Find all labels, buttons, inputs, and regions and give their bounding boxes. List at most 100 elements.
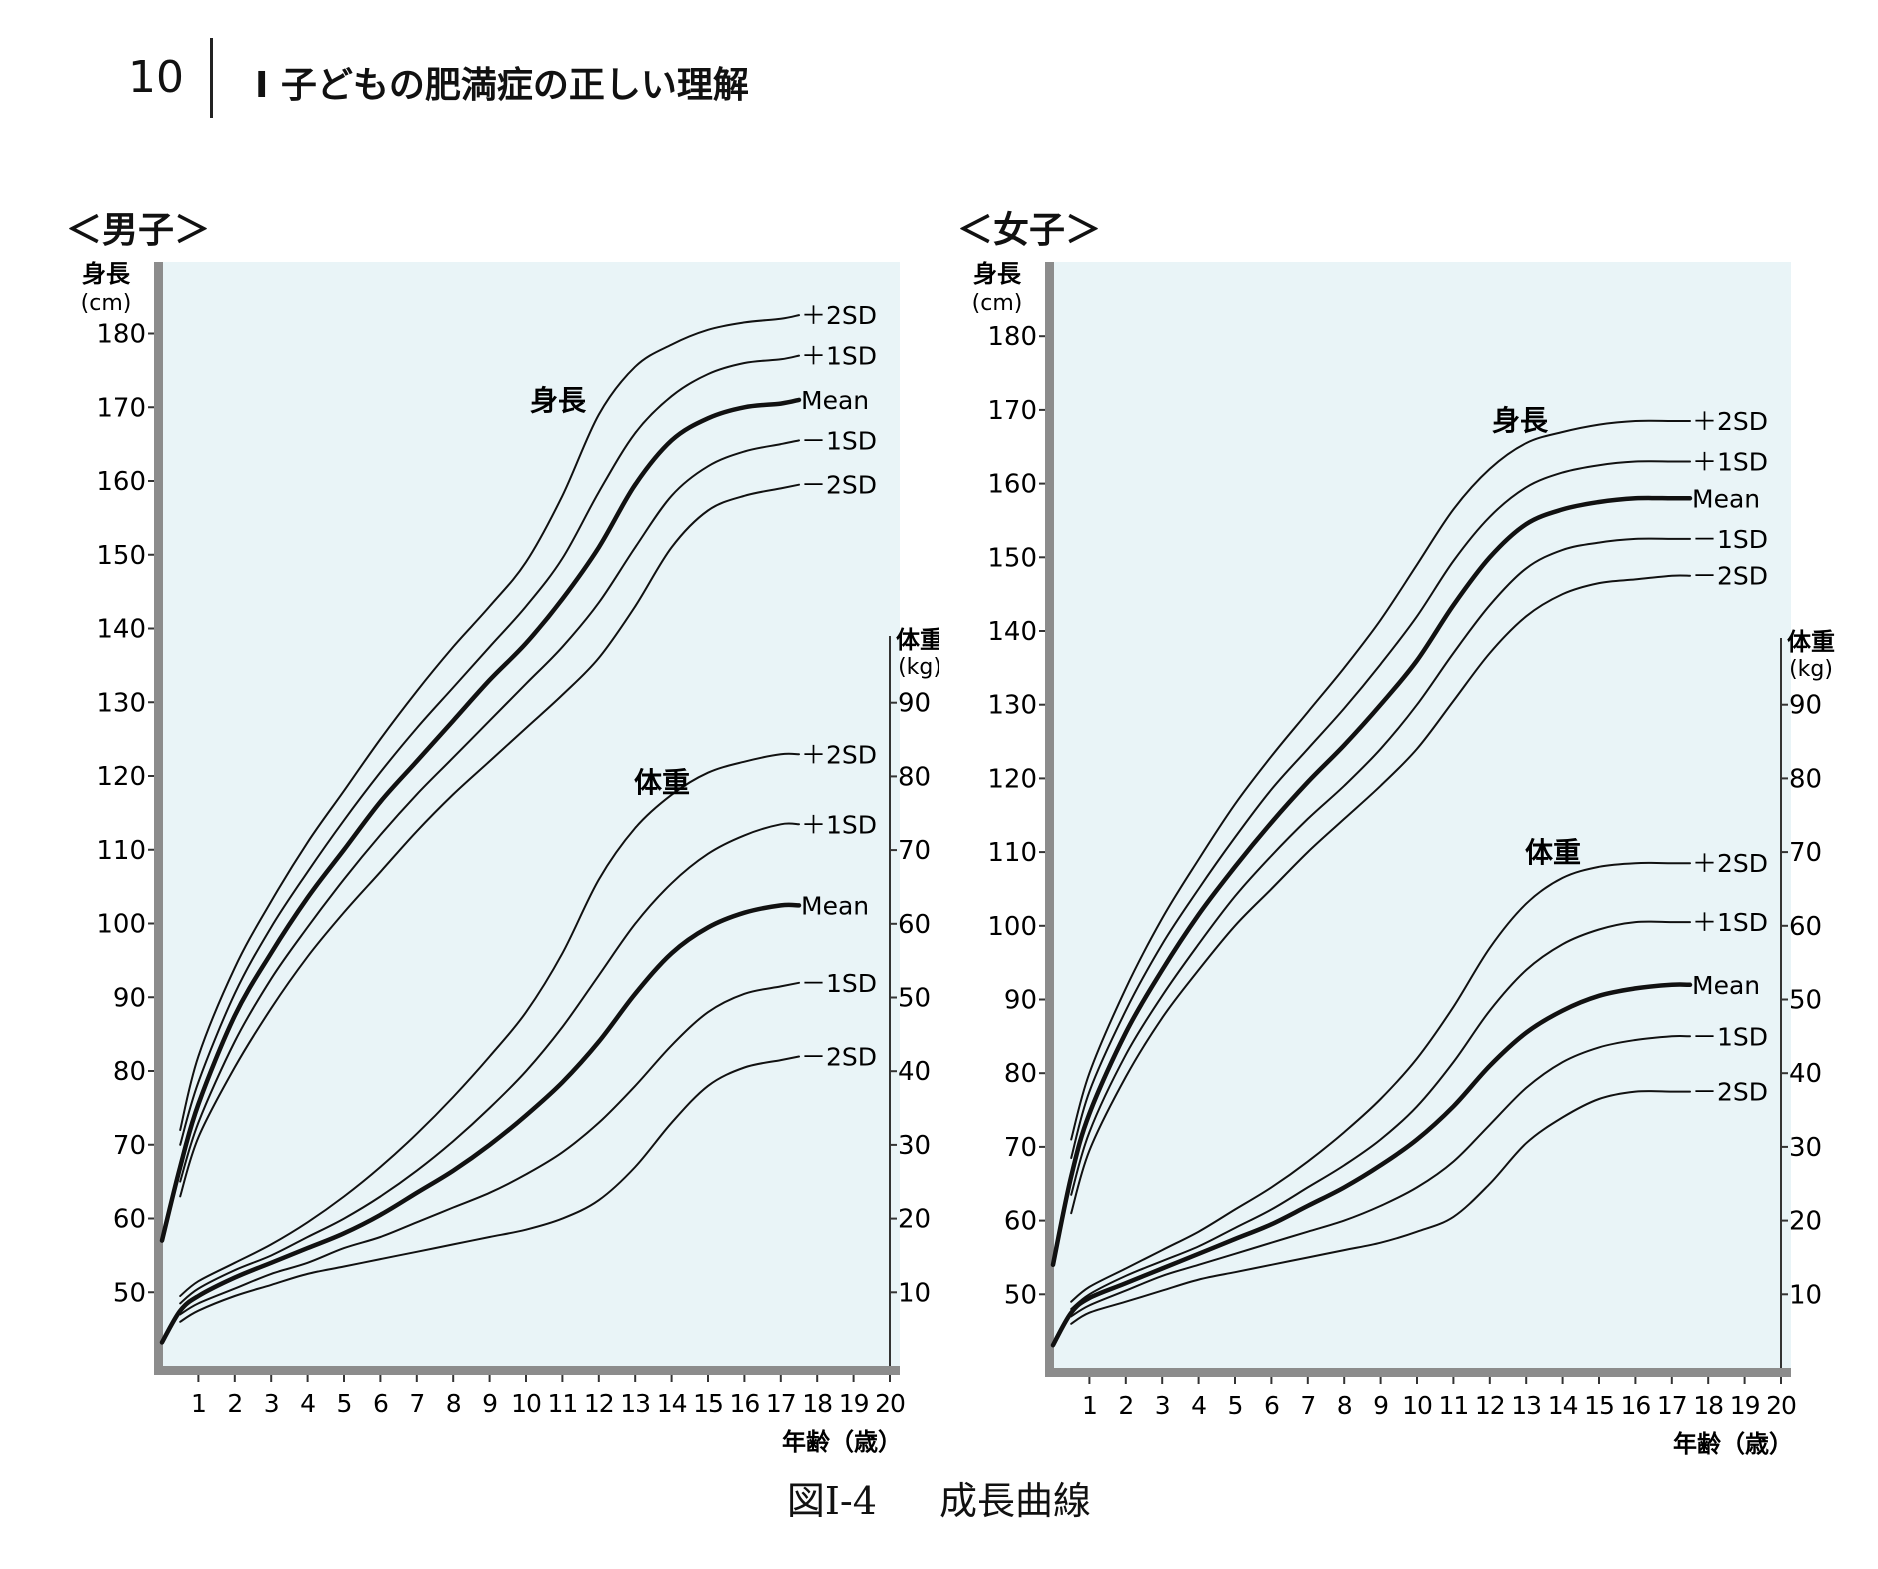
height-tick-label: 70 xyxy=(113,1131,146,1161)
age-axis-label: 年齢（歳） xyxy=(1673,1430,1793,1458)
weight-curve-label: Mean xyxy=(1692,971,1760,1000)
weight-tick-label: 50 xyxy=(1789,986,1822,1016)
height-tick-label: 80 xyxy=(113,1057,146,1087)
age-tick-label: 13 xyxy=(620,1389,650,1418)
weight-tick-label: 70 xyxy=(898,836,931,866)
height-axis-unit: (cm) xyxy=(972,291,1023,316)
age-tick-label: 18 xyxy=(802,1389,832,1418)
weight-curve-minus1sd xyxy=(179,981,800,1316)
height-curve-label: ＋1SD xyxy=(801,342,877,371)
age-tick-label: 12 xyxy=(584,1389,614,1418)
age-tick-label: 16 xyxy=(1620,1391,1650,1420)
weight-tick-label: 90 xyxy=(898,689,931,719)
figure-caption: 図Ⅰ-4 成長曲線 xyxy=(0,1470,1878,1525)
weight-curve-label: Mean xyxy=(801,891,869,920)
height-tick-label: 50 xyxy=(113,1278,146,1308)
age-tick-label: 15 xyxy=(1584,1391,1614,1420)
weight-curve-mean xyxy=(159,902,802,1345)
weight-curve-plus2sd xyxy=(179,752,800,1297)
age-tick-label: 19 xyxy=(1730,1391,1760,1420)
height-tick-label: 120 xyxy=(96,762,146,792)
weight-curve-label: －2SD xyxy=(801,1042,877,1071)
age-tick-label: 3 xyxy=(1155,1391,1170,1420)
age-tick-label: 12 xyxy=(1475,1391,1505,1420)
plot-background xyxy=(162,262,900,1366)
height-group-label: 身長 xyxy=(530,384,587,417)
weight-axis-unit: (kg) xyxy=(1789,657,1833,682)
age-tick-label: 4 xyxy=(1191,1391,1206,1420)
height-tick-label: 180 xyxy=(987,322,1037,352)
height-tick-label: 150 xyxy=(987,543,1037,573)
weight-curve-label: ＋2SD xyxy=(1692,849,1768,878)
figure-number: 図Ⅰ-4 xyxy=(786,1479,877,1523)
height-curve-plus2sd xyxy=(179,314,800,1131)
weight-curve-plus1sd xyxy=(179,822,800,1305)
age-tick-label: 1 xyxy=(1082,1391,1097,1420)
height-curve-label: ＋2SD xyxy=(801,301,877,330)
age-tick-label: 20 xyxy=(875,1389,905,1418)
age-tick-label: 9 xyxy=(482,1389,497,1418)
height-tick-label: 140 xyxy=(96,615,146,645)
age-tick-label: 15 xyxy=(693,1389,723,1418)
height-tick-label: 100 xyxy=(987,912,1037,942)
weight-tick-label: 90 xyxy=(1789,691,1822,721)
weight-axis-label: 体重 xyxy=(896,626,939,654)
age-tick-label: 13 xyxy=(1511,1391,1541,1420)
height-curve-plus2sd xyxy=(1070,419,1691,1141)
age-axis-label: 年齢（歳） xyxy=(782,1428,902,1456)
height-curve-label: －1SD xyxy=(801,426,877,455)
weight-curve-label: ＋2SD xyxy=(801,740,877,769)
weight-curve-label: －1SD xyxy=(801,969,877,998)
age-tick-label: 5 xyxy=(337,1389,352,1418)
height-curve-label: ＋1SD xyxy=(1692,447,1768,476)
weight-tick-label: 80 xyxy=(898,762,931,792)
weight-axis-label: 体重 xyxy=(1787,628,1835,656)
age-tick-label: 6 xyxy=(373,1389,388,1418)
height-tick-label: 90 xyxy=(113,983,146,1013)
height-tick-label: 60 xyxy=(1004,1207,1037,1237)
left-axis xyxy=(1045,262,1054,1376)
height-curve-label: Mean xyxy=(801,386,869,415)
height-axis-label: 身長 xyxy=(973,260,1022,288)
age-tick-label: 10 xyxy=(511,1389,541,1418)
height-tick-label: 110 xyxy=(987,838,1037,868)
age-tick-label: 16 xyxy=(729,1389,759,1418)
age-tick-label: 19 xyxy=(839,1389,869,1418)
height-curve-minus1sd xyxy=(1070,537,1691,1196)
weight-group-label: 体重 xyxy=(634,766,690,799)
height-tick-label: 100 xyxy=(96,910,146,940)
weight-tick-label: 40 xyxy=(898,1057,931,1087)
height-curve-label: －2SD xyxy=(801,471,877,500)
height-curve-plus1sd xyxy=(1070,460,1691,1159)
weight-tick-label: 80 xyxy=(1789,764,1822,794)
weight-curve-label: ＋1SD xyxy=(1692,908,1768,937)
page-header: 10 Ⅰ 子どもの肥満症の正しい理解 xyxy=(0,0,1878,140)
chart-title: ＜女子＞ xyxy=(957,210,1101,251)
height-curve-label: －2SD xyxy=(1692,562,1768,591)
weight-curve-plus2sd xyxy=(1070,861,1691,1303)
weight-tick-label: 70 xyxy=(1789,838,1822,868)
age-tick-label: 9 xyxy=(1373,1391,1388,1420)
figure-title: 成長曲線 xyxy=(939,1479,1092,1523)
age-tick-label: 17 xyxy=(1657,1391,1687,1420)
height-curve-minus2sd xyxy=(1070,574,1691,1215)
height-curve-minus1sd xyxy=(179,439,800,1183)
weight-curve-minus1sd xyxy=(1070,1035,1691,1318)
age-tick-label: 8 xyxy=(446,1389,461,1418)
age-tick-label: 6 xyxy=(1264,1391,1279,1420)
age-tick-label: 11 xyxy=(1438,1391,1468,1420)
weight-tick-label: 10 xyxy=(1789,1280,1822,1310)
height-tick-label: 180 xyxy=(96,320,146,350)
age-tick-label: 8 xyxy=(1337,1391,1352,1420)
age-tick-label: 5 xyxy=(1228,1391,1243,1420)
height-tick-label: 160 xyxy=(96,467,146,497)
chapter-title: Ⅰ 子どもの肥満症の正しい理解 xyxy=(255,65,749,106)
weight-curve-label: ＋1SD xyxy=(801,810,877,839)
age-tick-label: 7 xyxy=(1300,1391,1315,1420)
height-tick-label: 160 xyxy=(987,470,1037,500)
height-tick-label: 110 xyxy=(96,836,146,866)
height-tick-label: 120 xyxy=(987,764,1037,794)
height-tick-label: 70 xyxy=(1004,1133,1037,1163)
height-curve-plus1sd xyxy=(179,354,800,1146)
age-tick-label: 14 xyxy=(1548,1391,1578,1420)
